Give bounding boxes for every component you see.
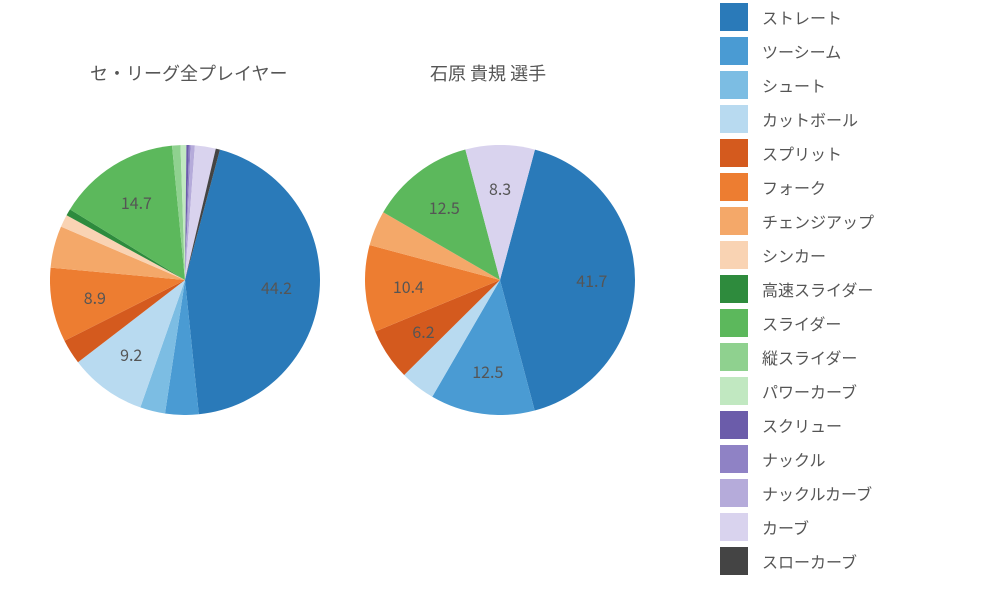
legend-label: ツーシーム — [762, 39, 841, 63]
legend-swatch — [720, 207, 748, 235]
legend-item-power_curve: パワーカーブ — [720, 374, 980, 408]
legend-item-shoot: シュート — [720, 68, 980, 102]
legend-swatch — [720, 411, 748, 439]
legend-label: シュート — [762, 73, 826, 97]
chart-title-right: 石原 貴規 選手 — [430, 60, 546, 86]
legend-label: カーブ — [762, 515, 809, 539]
legend-swatch — [720, 173, 748, 201]
legend-label: 高速スライダー — [762, 277, 873, 301]
legend-label: ナックル — [762, 447, 826, 471]
legend-swatch — [720, 309, 748, 337]
legend-label: シンカー — [762, 243, 826, 267]
legend-swatch — [720, 479, 748, 507]
legend-label: スプリット — [762, 141, 842, 165]
chart-title-left: セ・リーグ全プレイヤー — [90, 60, 287, 86]
legend-label: パワーカーブ — [762, 379, 857, 403]
legend-item-sinker: シンカー — [720, 238, 980, 272]
legend-label: フォーク — [762, 175, 826, 199]
legend-label: スライダー — [762, 311, 841, 335]
chart-container: { "background_color": "#ffffff", "text_c… — [0, 0, 1000, 600]
pie-chart-left: 44.29.28.914.7 — [50, 145, 320, 415]
legend-item-vert_slider: 縦スライダー — [720, 340, 980, 374]
legend-label: カットボール — [762, 107, 858, 131]
legend-item-straight: ストレート — [720, 0, 980, 34]
legend-swatch — [720, 71, 748, 99]
legend-label: 縦スライダー — [762, 345, 857, 369]
legend-swatch — [720, 105, 748, 133]
legend-label: スクリュー — [762, 413, 842, 437]
legend-label: ナックルカーブ — [762, 481, 872, 505]
legend-label: チェンジアップ — [762, 209, 874, 233]
legend-item-cutball: カットボール — [720, 102, 980, 136]
legend-item-screw: スクリュー — [720, 408, 980, 442]
legend-item-knuckle: ナックル — [720, 442, 980, 476]
legend-item-slow_curve: スローカーブ — [720, 544, 980, 578]
legend-swatch — [720, 3, 748, 31]
legend-swatch — [720, 343, 748, 371]
legend-item-changeup: チェンジアップ — [720, 204, 980, 238]
pie-chart-right: 41.712.56.210.412.58.3 — [365, 145, 635, 415]
legend-swatch — [720, 139, 748, 167]
legend-swatch — [720, 37, 748, 65]
legend-item-slider: スライダー — [720, 306, 980, 340]
legend-item-fast_slider: 高速スライダー — [720, 272, 980, 306]
legend-item-fork: フォーク — [720, 170, 980, 204]
legend-swatch — [720, 275, 748, 303]
legend-item-knuckle_curve: ナックルカーブ — [720, 476, 980, 510]
legend-item-two_seam: ツーシーム — [720, 34, 980, 68]
legend: ストレートツーシームシュートカットボールスプリットフォークチェンジアップシンカー… — [720, 0, 980, 578]
legend-label: スローカーブ — [762, 549, 857, 573]
legend-swatch — [720, 445, 748, 473]
legend-swatch — [720, 241, 748, 269]
legend-item-split: スプリット — [720, 136, 980, 170]
legend-swatch — [720, 377, 748, 405]
legend-swatch — [720, 547, 748, 575]
legend-swatch — [720, 513, 748, 541]
legend-item-curve: カーブ — [720, 510, 980, 544]
legend-label: ストレート — [762, 5, 842, 29]
